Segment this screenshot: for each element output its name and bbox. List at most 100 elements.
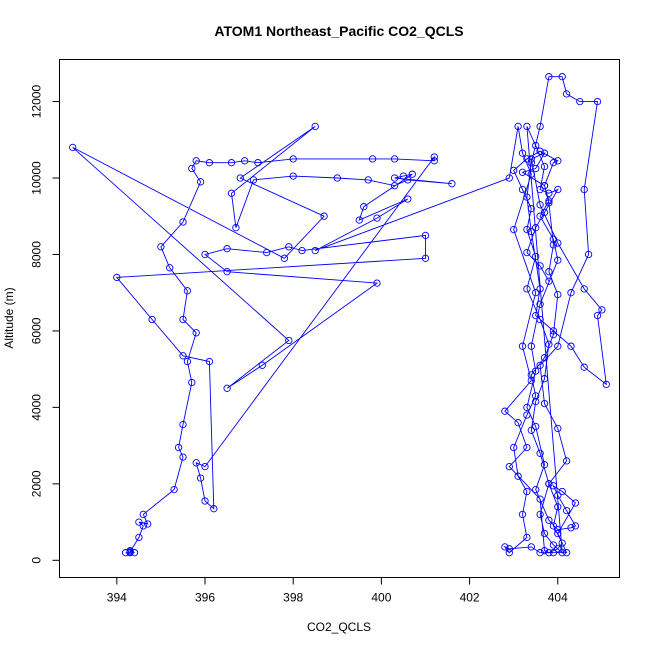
data-point [135,533,143,542]
data-point [505,549,513,557]
data-point [540,461,549,469]
data-point [523,193,531,201]
data-point [139,522,147,530]
data-point [285,336,293,345]
data-point [373,279,381,287]
data-point [311,246,319,255]
data-point [430,157,438,165]
data-point [571,499,580,507]
data-point [576,97,584,106]
data-point [540,354,549,362]
data-point [421,254,430,262]
chart-title: ATOM1 Northeast_Pacific CO2_QCLS [214,23,463,39]
data-point [580,363,588,371]
data-point [144,520,152,528]
data-point [404,176,412,184]
data-point [532,141,540,150]
data-point [527,543,535,551]
data-point [545,73,553,81]
data-point [532,252,540,261]
data-point [523,403,531,412]
data-point [408,170,416,178]
data-point [562,457,571,465]
data-point [205,357,214,366]
data-point [554,157,562,165]
data-point [536,315,544,324]
data-point [567,342,575,350]
data-point [523,443,531,452]
data-point [536,185,544,194]
data-point [536,510,544,519]
data-point [196,178,205,186]
data-point [554,290,562,299]
data-point [554,529,562,538]
data-point [223,268,231,276]
data-point [390,182,399,190]
data-point [505,545,513,553]
data-point [527,204,535,213]
data-point [183,357,192,366]
data-point [320,212,328,220]
data-point [201,462,209,471]
data-point [558,73,566,81]
data-point [518,168,527,176]
data-point [554,545,562,553]
data-point [567,289,575,297]
data-point [188,164,196,173]
data-point [179,352,187,360]
x-tick-label: 402 [460,591,480,605]
data-point [157,243,165,251]
data-point [139,510,147,519]
data-point [210,505,218,513]
data-point [549,541,558,549]
data-point [558,539,566,547]
data-point [545,549,553,557]
data-point [285,243,293,251]
data-point [523,122,531,131]
data-point [258,361,266,369]
data-point [121,549,130,557]
data-point [523,411,531,419]
data-point [249,176,258,184]
data-point [355,216,363,224]
data-point [148,315,156,324]
data-point [549,522,558,530]
data-point [545,340,553,348]
data-point [545,197,553,205]
data-point [523,248,531,257]
x-tick-label: 394 [107,591,127,605]
data-point [201,250,209,259]
data-point [236,174,244,182]
data-point [179,315,187,324]
data-point [179,420,187,429]
data-point [254,159,262,167]
data-point [201,497,209,505]
y-axis-label: Altitude (m) [2,287,16,348]
plot-area [69,73,610,557]
data-point [399,172,408,180]
data-point [536,262,544,270]
data-point [373,214,381,222]
data-point [179,453,187,461]
data-point [232,224,240,232]
data-point [536,122,544,131]
data-point [527,342,535,350]
data-point [554,256,562,264]
data-point [602,380,610,389]
data-point [390,155,399,163]
data-point [368,155,377,163]
data-point [166,264,174,272]
data-point [505,174,513,182]
data-point [554,491,562,499]
data-point [532,422,540,431]
data-point [69,143,77,152]
data-point [532,224,540,232]
data-point [421,231,430,240]
data-point [536,449,544,457]
y-tick-label: 4000 [30,394,44,421]
x-axis: 394 396 398 400 402 404 [107,577,568,605]
data-point [174,443,183,452]
data-point [527,170,535,178]
data-point [593,311,602,320]
data-point [170,485,178,494]
